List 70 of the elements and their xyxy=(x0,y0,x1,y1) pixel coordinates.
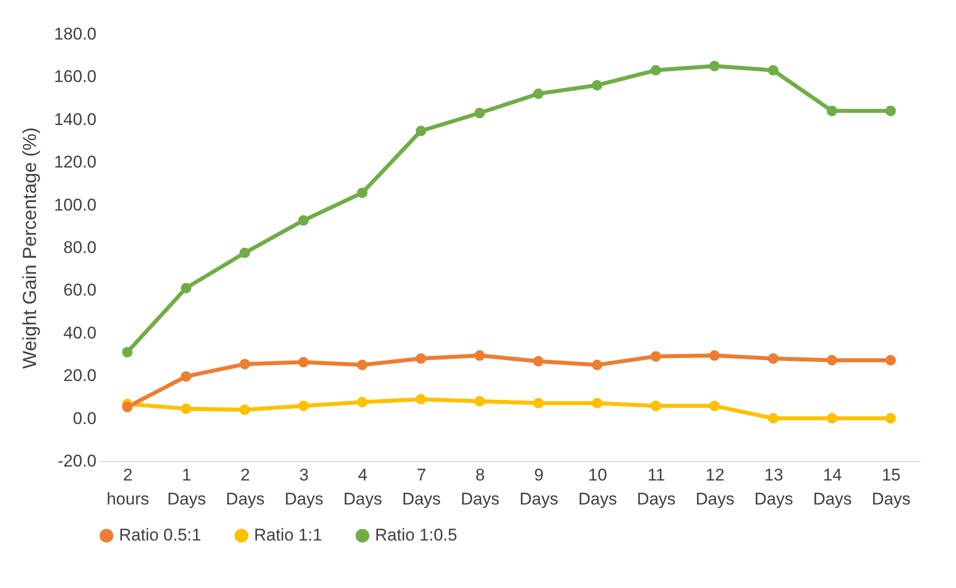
point xyxy=(826,106,838,116)
point xyxy=(768,413,778,424)
point xyxy=(768,65,778,76)
point xyxy=(885,413,896,424)
point xyxy=(474,108,485,118)
point xyxy=(240,404,250,415)
x-tick-label: 13 Days xyxy=(754,466,794,508)
x-tick-label: 11 Days xyxy=(636,466,676,508)
point xyxy=(650,351,662,362)
point xyxy=(298,356,309,368)
x-tick-label: 15 Days xyxy=(872,466,911,508)
y-tick-label: 40.0 xyxy=(63,323,96,342)
y-axis-title: Weight Gain Percentage (%) xyxy=(20,127,41,369)
legend-label: Ratio 1:0.5 xyxy=(375,526,458,545)
point xyxy=(533,356,544,367)
point xyxy=(709,400,720,412)
point xyxy=(240,358,250,370)
y-tick-label: 160.0 xyxy=(54,67,96,86)
point xyxy=(592,360,602,370)
point xyxy=(650,400,662,412)
point xyxy=(650,65,662,76)
point xyxy=(356,360,368,370)
y-tick-label: 100.0 xyxy=(54,195,96,214)
y-tick-label: 180.0 xyxy=(54,24,96,44)
point xyxy=(298,215,309,226)
y-tick-label: 140.0 xyxy=(54,110,96,129)
point xyxy=(474,350,485,361)
point xyxy=(416,394,426,405)
point xyxy=(416,353,426,364)
point xyxy=(826,413,838,424)
x-tick-label: 4 Days xyxy=(343,466,382,508)
legend-label: Ratio 1:1 xyxy=(254,526,322,545)
point xyxy=(474,396,485,406)
point xyxy=(180,403,192,414)
x-tick-label: 3 Days xyxy=(284,466,324,508)
point xyxy=(240,248,250,258)
point xyxy=(885,354,896,366)
y-tick-label: 0.0 xyxy=(72,408,96,428)
point xyxy=(709,350,720,361)
y-tick-label: 60.0 xyxy=(63,280,96,300)
point xyxy=(885,106,896,116)
point xyxy=(416,126,426,136)
point xyxy=(122,346,133,358)
y-tick-label: 20.0 xyxy=(63,366,96,386)
point xyxy=(356,396,368,408)
point xyxy=(592,398,602,408)
point xyxy=(533,398,544,408)
point xyxy=(709,60,720,72)
x-tick-label: 12 Days xyxy=(696,466,734,508)
x-tick-label: 9 Days xyxy=(519,466,558,508)
y-tick-label: -20.0 xyxy=(58,452,96,470)
point xyxy=(180,371,192,382)
x-tick-label: 7 Days xyxy=(402,466,441,508)
point xyxy=(592,80,602,90)
x-tick-label: 10 Days xyxy=(578,466,617,508)
point xyxy=(826,354,838,366)
point xyxy=(533,88,544,100)
point xyxy=(356,188,368,198)
point xyxy=(180,282,192,294)
x-tick-label: 2 hours xyxy=(106,466,150,508)
y-tick-label: 120.0 xyxy=(54,152,96,172)
point xyxy=(298,400,309,412)
x-tick-label: 8 Days xyxy=(460,466,500,508)
y-tick-label: 80.0 xyxy=(63,238,96,257)
x-tick-label: 14 Days xyxy=(813,466,852,508)
legend-label: Ratio 0.5:1 xyxy=(119,526,202,545)
point xyxy=(122,402,133,412)
x-tick-label: 2 Days xyxy=(226,466,265,508)
point xyxy=(768,353,778,364)
x-tick-label: 1 Days xyxy=(167,466,206,508)
